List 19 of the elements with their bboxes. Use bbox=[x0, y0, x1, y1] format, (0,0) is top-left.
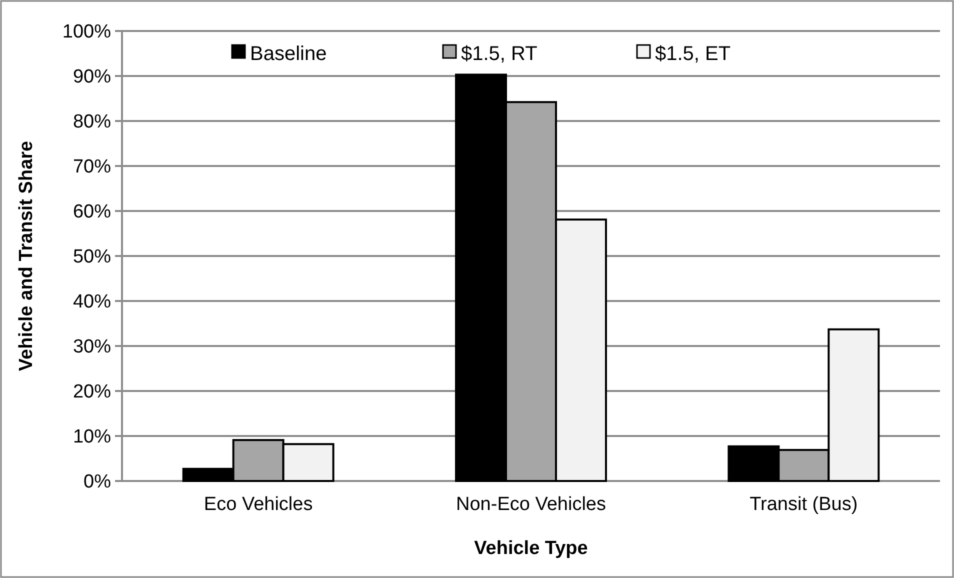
legend-label: Baseline bbox=[250, 43, 327, 65]
y-tick-label: 90% bbox=[72, 66, 112, 88]
legend-label: $1.5, ET bbox=[655, 43, 731, 65]
y-tick-label: 10% bbox=[72, 426, 112, 448]
y-tick-label: 60% bbox=[72, 202, 112, 223]
x-axis-title: Vehicle Type bbox=[474, 538, 588, 559]
y-tick-label: 40% bbox=[72, 292, 112, 313]
y-tick-label: 30% bbox=[72, 336, 112, 358]
y-tick-label: 100% bbox=[62, 22, 112, 43]
x-tick-label: Transit (Bus) bbox=[750, 494, 858, 515]
x-tick-label: Eco Vehicles bbox=[204, 494, 313, 515]
y-tick-label: 50% bbox=[72, 246, 112, 268]
y-tick-label: 20% bbox=[72, 382, 112, 403]
y-tick-label: 80% bbox=[72, 112, 112, 133]
y-axis-title: Vehicle and Transit Share bbox=[16, 140, 37, 372]
legend-label: $1.5, RT bbox=[461, 43, 538, 65]
x-tick-label: Non-Eco Vehicles bbox=[456, 494, 606, 515]
y-tick-label: 70% bbox=[72, 156, 112, 178]
y-tick-label: 0% bbox=[84, 472, 112, 493]
